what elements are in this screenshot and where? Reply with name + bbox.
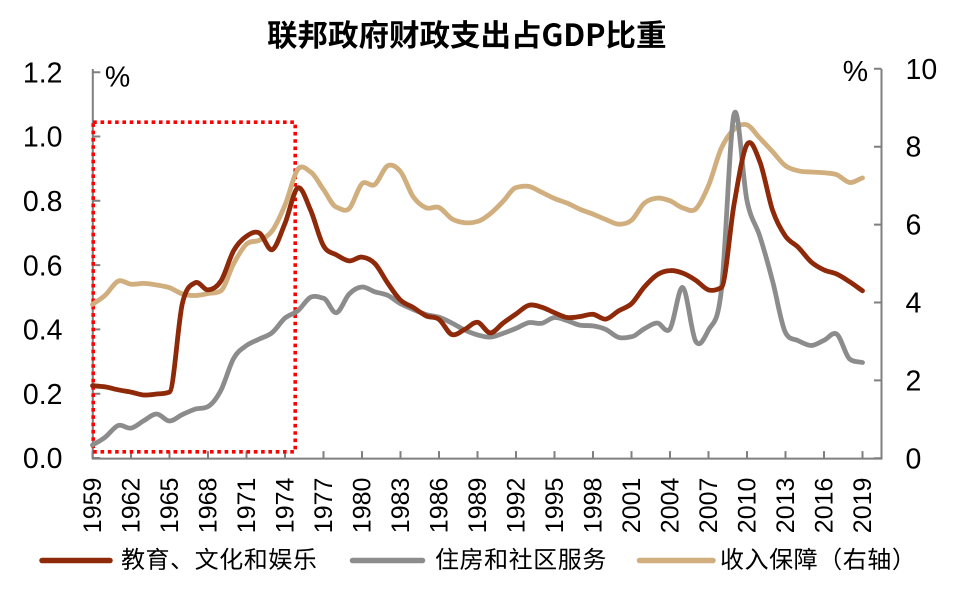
- svg-text:10: 10: [906, 54, 938, 86]
- svg-text:6: 6: [906, 210, 922, 242]
- svg-text:0.4: 0.4: [23, 315, 63, 347]
- svg-text:0: 0: [906, 443, 922, 475]
- svg-text:2016: 2016: [811, 478, 839, 534]
- svg-text:1986: 1986: [426, 478, 454, 534]
- svg-text:2: 2: [906, 365, 922, 397]
- svg-text:1995: 1995: [541, 478, 569, 534]
- svg-text:%: %: [843, 56, 868, 88]
- svg-text:1980: 1980: [349, 478, 377, 534]
- svg-text:1998: 1998: [580, 478, 608, 534]
- svg-text:1983: 1983: [387, 478, 415, 534]
- svg-text:2013: 2013: [772, 478, 800, 534]
- svg-text:1.0: 1.0: [23, 122, 63, 154]
- svg-text:2019: 2019: [849, 478, 877, 534]
- svg-text:2004: 2004: [657, 477, 685, 533]
- svg-text:8: 8: [906, 132, 922, 164]
- svg-text:2007: 2007: [695, 478, 723, 534]
- svg-text:1.2: 1.2: [23, 57, 63, 89]
- svg-text:1962: 1962: [118, 478, 146, 534]
- svg-text:2010: 2010: [734, 478, 762, 534]
- svg-text:1968: 1968: [195, 478, 223, 534]
- svg-text:1992: 1992: [503, 478, 531, 534]
- svg-text:0.2: 0.2: [23, 379, 63, 411]
- svg-text:1974: 1974: [272, 477, 300, 533]
- svg-text:2001: 2001: [618, 478, 646, 534]
- svg-text:0.6: 0.6: [23, 250, 63, 282]
- svg-text:1989: 1989: [464, 478, 492, 534]
- svg-text:0.0: 0.0: [23, 443, 63, 475]
- svg-text:%: %: [105, 61, 130, 93]
- svg-text:0.8: 0.8: [23, 186, 63, 218]
- svg-text:4: 4: [906, 288, 922, 320]
- svg-text:1965: 1965: [156, 478, 184, 534]
- svg-text:1959: 1959: [79, 478, 107, 534]
- svg-text:1971: 1971: [233, 478, 261, 534]
- svg-text:1977: 1977: [310, 478, 338, 534]
